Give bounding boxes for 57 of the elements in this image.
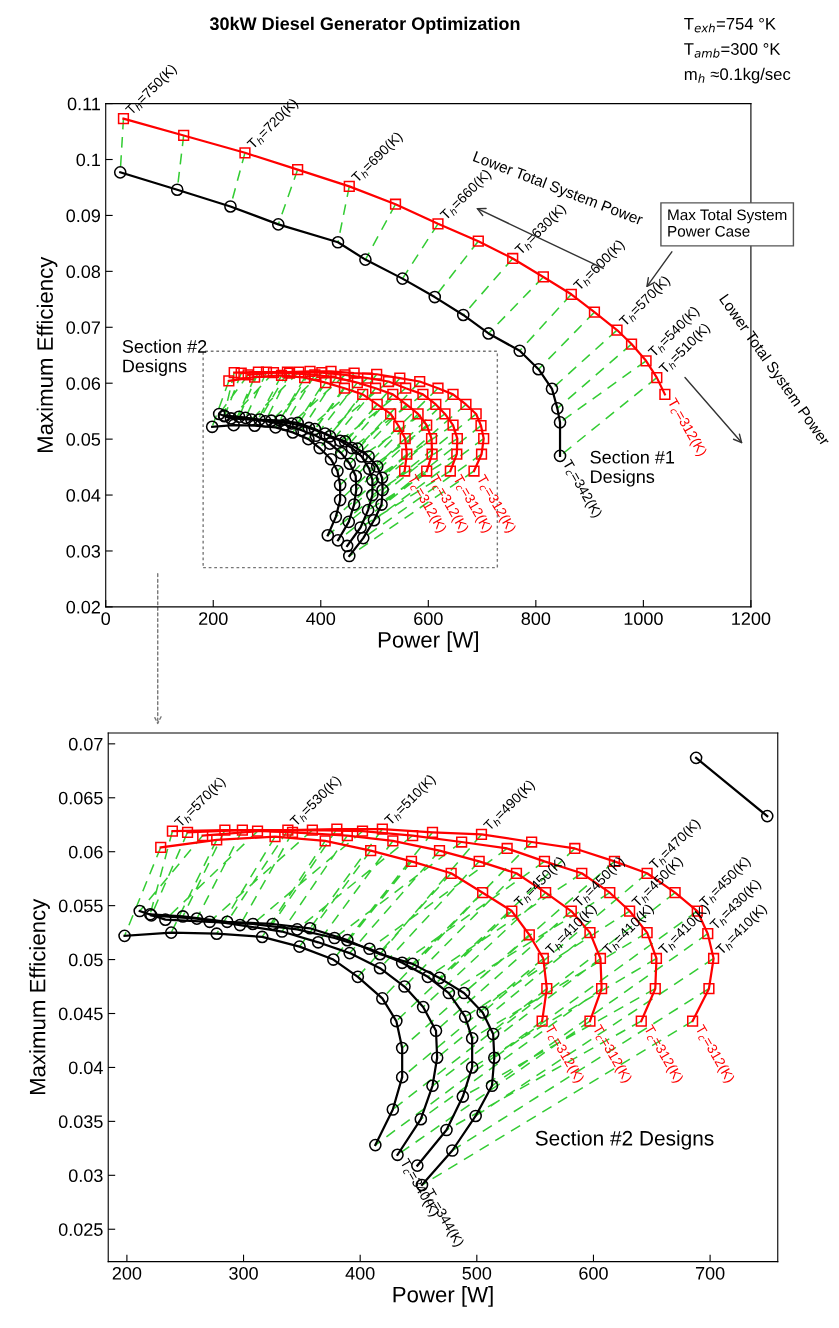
- y-tick-label: 0.06: [66, 377, 101, 390]
- x-tick-label: 400: [345, 1266, 375, 1280]
- y-tick-label: 0.08: [66, 265, 101, 279]
- annotation: T$_{h}$=600(K): [572, 238, 627, 294]
- text: m$_{h}$ ≈0.1kg/sec: [684, 67, 791, 84]
- y-tick-label: 0.07: [68, 737, 103, 751]
- annotation: T$_{h}$=490(K): [482, 778, 537, 834]
- x-tick-label: 700: [695, 1266, 725, 1280]
- y-tick-label: 0.07: [66, 321, 100, 334]
- text: T$_{exh}$=754 °K: [684, 17, 776, 33]
- annotation: T$_{h}$=690(K): [350, 130, 405, 186]
- x-tick-label: 0: [101, 612, 111, 626]
- y-tick-label: 0.04: [66, 488, 101, 502]
- y-tick-label: 0.03: [66, 544, 101, 558]
- y-axis-title: Maximum Efficiency: [36, 256, 58, 452]
- x-tick-label: 800: [521, 612, 551, 626]
- y-tick-label: 0.045: [58, 1007, 103, 1021]
- x-axis-title: Power [W]: [378, 631, 478, 653]
- y-tick-label: 0.05: [68, 953, 103, 967]
- x-tick-label: 400: [306, 612, 336, 626]
- y-tick-label: 0.025: [58, 1223, 103, 1236]
- annotation: T$_{h}$=410(K): [601, 903, 656, 958]
- y-tick-label: 0.065: [58, 791, 103, 805]
- y-tick-label: 0.1: [76, 153, 100, 167]
- annotation: Section #2 Designs: [122, 339, 207, 376]
- annotation: T$_{c}$=312(K): [641, 1023, 685, 1085]
- x-tick-label: 1000: [624, 612, 663, 626]
- y-tick-label: 0.035: [58, 1115, 103, 1129]
- x-tick-label: 600: [579, 1266, 608, 1280]
- annotation: T$_{h}$=450(K): [513, 855, 568, 908]
- x-tick-label: 500: [462, 1266, 492, 1280]
- y-tick-label: 0.11: [67, 97, 100, 111]
- annotation: T$_{h}$=530(K): [289, 774, 344, 829]
- y-tick-label: 0.03: [68, 1169, 103, 1183]
- x-tick-label: 600: [414, 612, 443, 626]
- x-tick-label: 200: [199, 612, 228, 626]
- text: T$_{amb}$=300 °K: [684, 43, 781, 58]
- annotation: T$_{c}$=312(K): [692, 1023, 736, 1085]
- x-axis-title: Power [W]: [393, 1286, 493, 1307]
- y-tick-label: 0.04: [68, 1061, 103, 1075]
- x-tick-label: 300: [229, 1266, 258, 1280]
- annotation: Max Total System Power Case: [668, 209, 787, 237]
- y-tick-label: 0.02: [66, 600, 100, 614]
- y-tick-label: 0.06: [68, 845, 103, 859]
- chart-title: 30kW Diesel Generator Optimization: [209, 16, 520, 34]
- y-tick-label: 0.05: [66, 433, 101, 446]
- annotation: T$_{c}$=312(K): [590, 1023, 633, 1085]
- y-tick-label: 0.09: [66, 209, 100, 223]
- y-axis-title: Maximum Efficiency: [29, 898, 50, 1095]
- annotation: T$_{h}$=720(K): [246, 97, 301, 152]
- x-tick-label: 1200: [732, 612, 771, 626]
- y-tick-label: 0.055: [58, 899, 103, 913]
- annotation: T$_{c}$=312(K): [542, 1023, 585, 1085]
- annotation: T$_{h}$=510(K): [383, 773, 438, 828]
- annotation: Section #2 Designs: [535, 1130, 714, 1150]
- annotation: T$_{h}$=570(K): [173, 775, 228, 830]
- x-tick-label: 200: [112, 1266, 142, 1280]
